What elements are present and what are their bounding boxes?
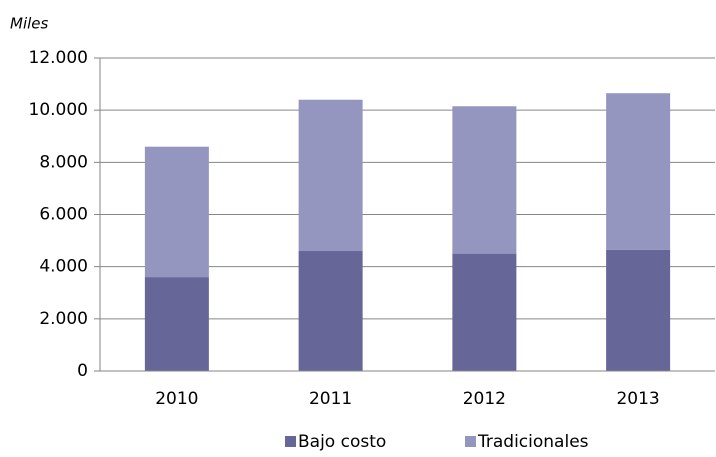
y-tick-label: 8.000 [39, 152, 88, 172]
bar-segment [144, 277, 209, 371]
y-tick-label: 2.000 [39, 309, 88, 329]
y-tick-label: 6.000 [39, 205, 88, 225]
bar-segment [298, 251, 363, 371]
y-tick-label: 12.000 [29, 48, 88, 68]
legend-swatch [285, 436, 296, 447]
bar-segment [606, 249, 671, 371]
legend-swatch [465, 436, 476, 447]
y-tick-label: 10.000 [29, 100, 88, 120]
bar-segment [606, 93, 671, 250]
y-tick-label: 0 [77, 361, 88, 381]
bar-segment [452, 106, 517, 254]
legend-label: Tradicionales [477, 432, 589, 452]
bar-segment [298, 99, 363, 252]
x-tick-label: 2010 [155, 389, 198, 409]
y-axis-label: Miles [10, 15, 49, 33]
legend-label: Bajo costo [298, 432, 386, 452]
y-tick-label: 4.000 [39, 257, 88, 277]
x-tick-label: 2013 [616, 389, 659, 409]
bar-segment [144, 146, 209, 278]
bar-segment [452, 253, 517, 371]
x-tick-label: 2012 [463, 389, 506, 409]
x-tick-label: 2011 [309, 389, 352, 409]
